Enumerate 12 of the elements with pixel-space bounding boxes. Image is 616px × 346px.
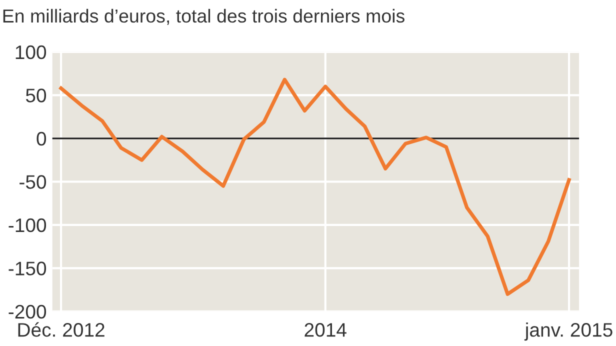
y-tick-label: -50: [20, 175, 46, 189]
chart-title: En milliards d’euros, total des trois derniers mois: [3, 8, 404, 25]
y-tick-label: -200: [8, 304, 46, 319]
y-tick-label: 0: [36, 132, 46, 146]
x-tick-label: Déc. 2012: [18, 322, 104, 337]
y-tick-label: 100: [16, 45, 46, 60]
y-tick-label: 50: [26, 88, 46, 102]
y-tick-label: -100: [8, 218, 46, 232]
line-series: [59, 78, 571, 296]
x-tick-label: 2014: [304, 323, 346, 337]
x-tick-label: janv. 2015: [524, 322, 612, 341]
y-tick-label: -150: [8, 262, 46, 276]
